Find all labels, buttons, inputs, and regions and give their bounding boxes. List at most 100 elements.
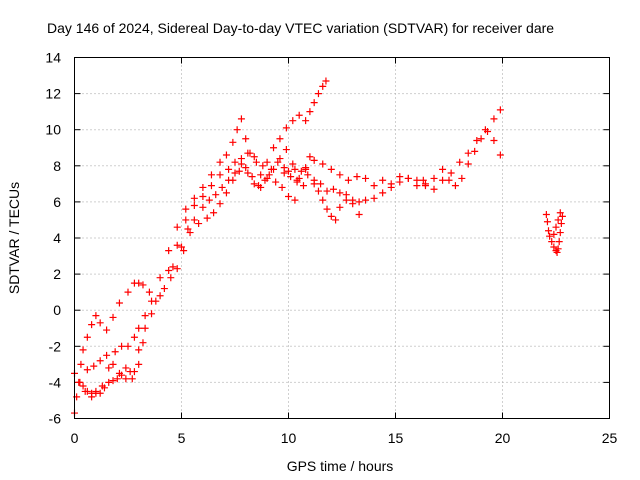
data-point (270, 144, 278, 152)
data-point (496, 106, 504, 114)
data-point (109, 313, 117, 321)
data-point (195, 220, 203, 228)
data-point (550, 243, 558, 251)
data-point (135, 346, 143, 354)
data-point (477, 135, 485, 143)
data-point (111, 348, 119, 356)
series-arc-a (71, 115, 299, 401)
y-axis-label: SDTVAR / TECUs (6, 182, 22, 294)
data-point (319, 82, 327, 90)
x-tick-label: 25 (602, 430, 618, 446)
data-point (471, 147, 479, 155)
data-point (370, 194, 378, 202)
data-point (293, 176, 301, 184)
data-point (276, 155, 284, 163)
data-point (100, 384, 108, 392)
data-point (96, 319, 104, 327)
data-point (178, 243, 185, 251)
data-point (233, 126, 241, 134)
data-point (128, 375, 136, 383)
data-point (167, 274, 175, 282)
data-point (464, 149, 472, 157)
data-point (229, 176, 237, 184)
series-arc-h (280, 165, 363, 224)
data-point (130, 333, 138, 341)
data-point (199, 203, 207, 211)
data-point (319, 160, 327, 168)
data-point (550, 230, 558, 238)
data-point (490, 137, 498, 145)
data-point (553, 248, 561, 256)
data-point (141, 324, 149, 332)
data-point (169, 263, 177, 271)
data-point (278, 183, 286, 191)
data-point (252, 158, 260, 166)
data-point (115, 299, 123, 307)
data-point (250, 153, 258, 161)
data-point (83, 333, 91, 341)
data-point (556, 209, 564, 217)
data-point (103, 351, 111, 359)
data-point (557, 220, 565, 228)
data-point (310, 156, 318, 164)
data-point (261, 176, 269, 184)
data-point (379, 176, 387, 184)
data-point (327, 212, 335, 220)
data-point (105, 364, 113, 372)
data-point (231, 169, 239, 177)
data-point (554, 216, 562, 224)
data-point (336, 171, 344, 179)
data-point (458, 174, 466, 182)
data-point (287, 173, 295, 181)
data-point (310, 99, 318, 107)
data-point (456, 158, 464, 166)
data-point (173, 223, 181, 231)
y-tick-label: -2 (49, 338, 62, 354)
data-point (122, 375, 130, 383)
data-point (295, 111, 303, 119)
data-point (182, 216, 190, 224)
data-point (302, 164, 310, 172)
data-point (317, 180, 325, 188)
plot-frame (74, 57, 610, 419)
data-point (83, 366, 91, 374)
data-point (165, 266, 173, 274)
data-point (349, 200, 357, 208)
data-point (216, 200, 224, 208)
data-point (103, 326, 111, 334)
data-point (135, 279, 143, 287)
data-point (291, 165, 299, 173)
data-point (323, 205, 331, 213)
data-point (556, 229, 564, 237)
data-point (237, 115, 245, 123)
data-point (554, 245, 562, 253)
data-point (285, 167, 292, 175)
x-axis-label: GPS time / hours (287, 458, 394, 474)
data-point (156, 292, 164, 300)
data-point (242, 135, 250, 143)
data-point (548, 238, 556, 246)
data-point (344, 176, 352, 184)
data-point (139, 281, 147, 289)
series-arc-f (293, 106, 504, 193)
data-point (263, 158, 271, 166)
data-point (299, 182, 307, 190)
data-point (329, 185, 337, 193)
data-point (88, 389, 96, 397)
data-point (156, 274, 164, 282)
data-point (447, 169, 455, 177)
data-point (244, 169, 252, 177)
data-point (355, 198, 363, 206)
data-point (244, 149, 252, 157)
data-point (484, 128, 492, 136)
data-point (229, 138, 237, 146)
data-point (430, 185, 438, 193)
data-point (190, 216, 198, 224)
data-point (464, 160, 472, 168)
x-tick-label: 10 (281, 430, 297, 446)
y-tick-label: -4 (49, 374, 62, 390)
data-point (545, 227, 553, 235)
series-arc-g (310, 174, 427, 206)
data-point (291, 196, 299, 204)
y-tick-label: 10 (45, 122, 61, 138)
